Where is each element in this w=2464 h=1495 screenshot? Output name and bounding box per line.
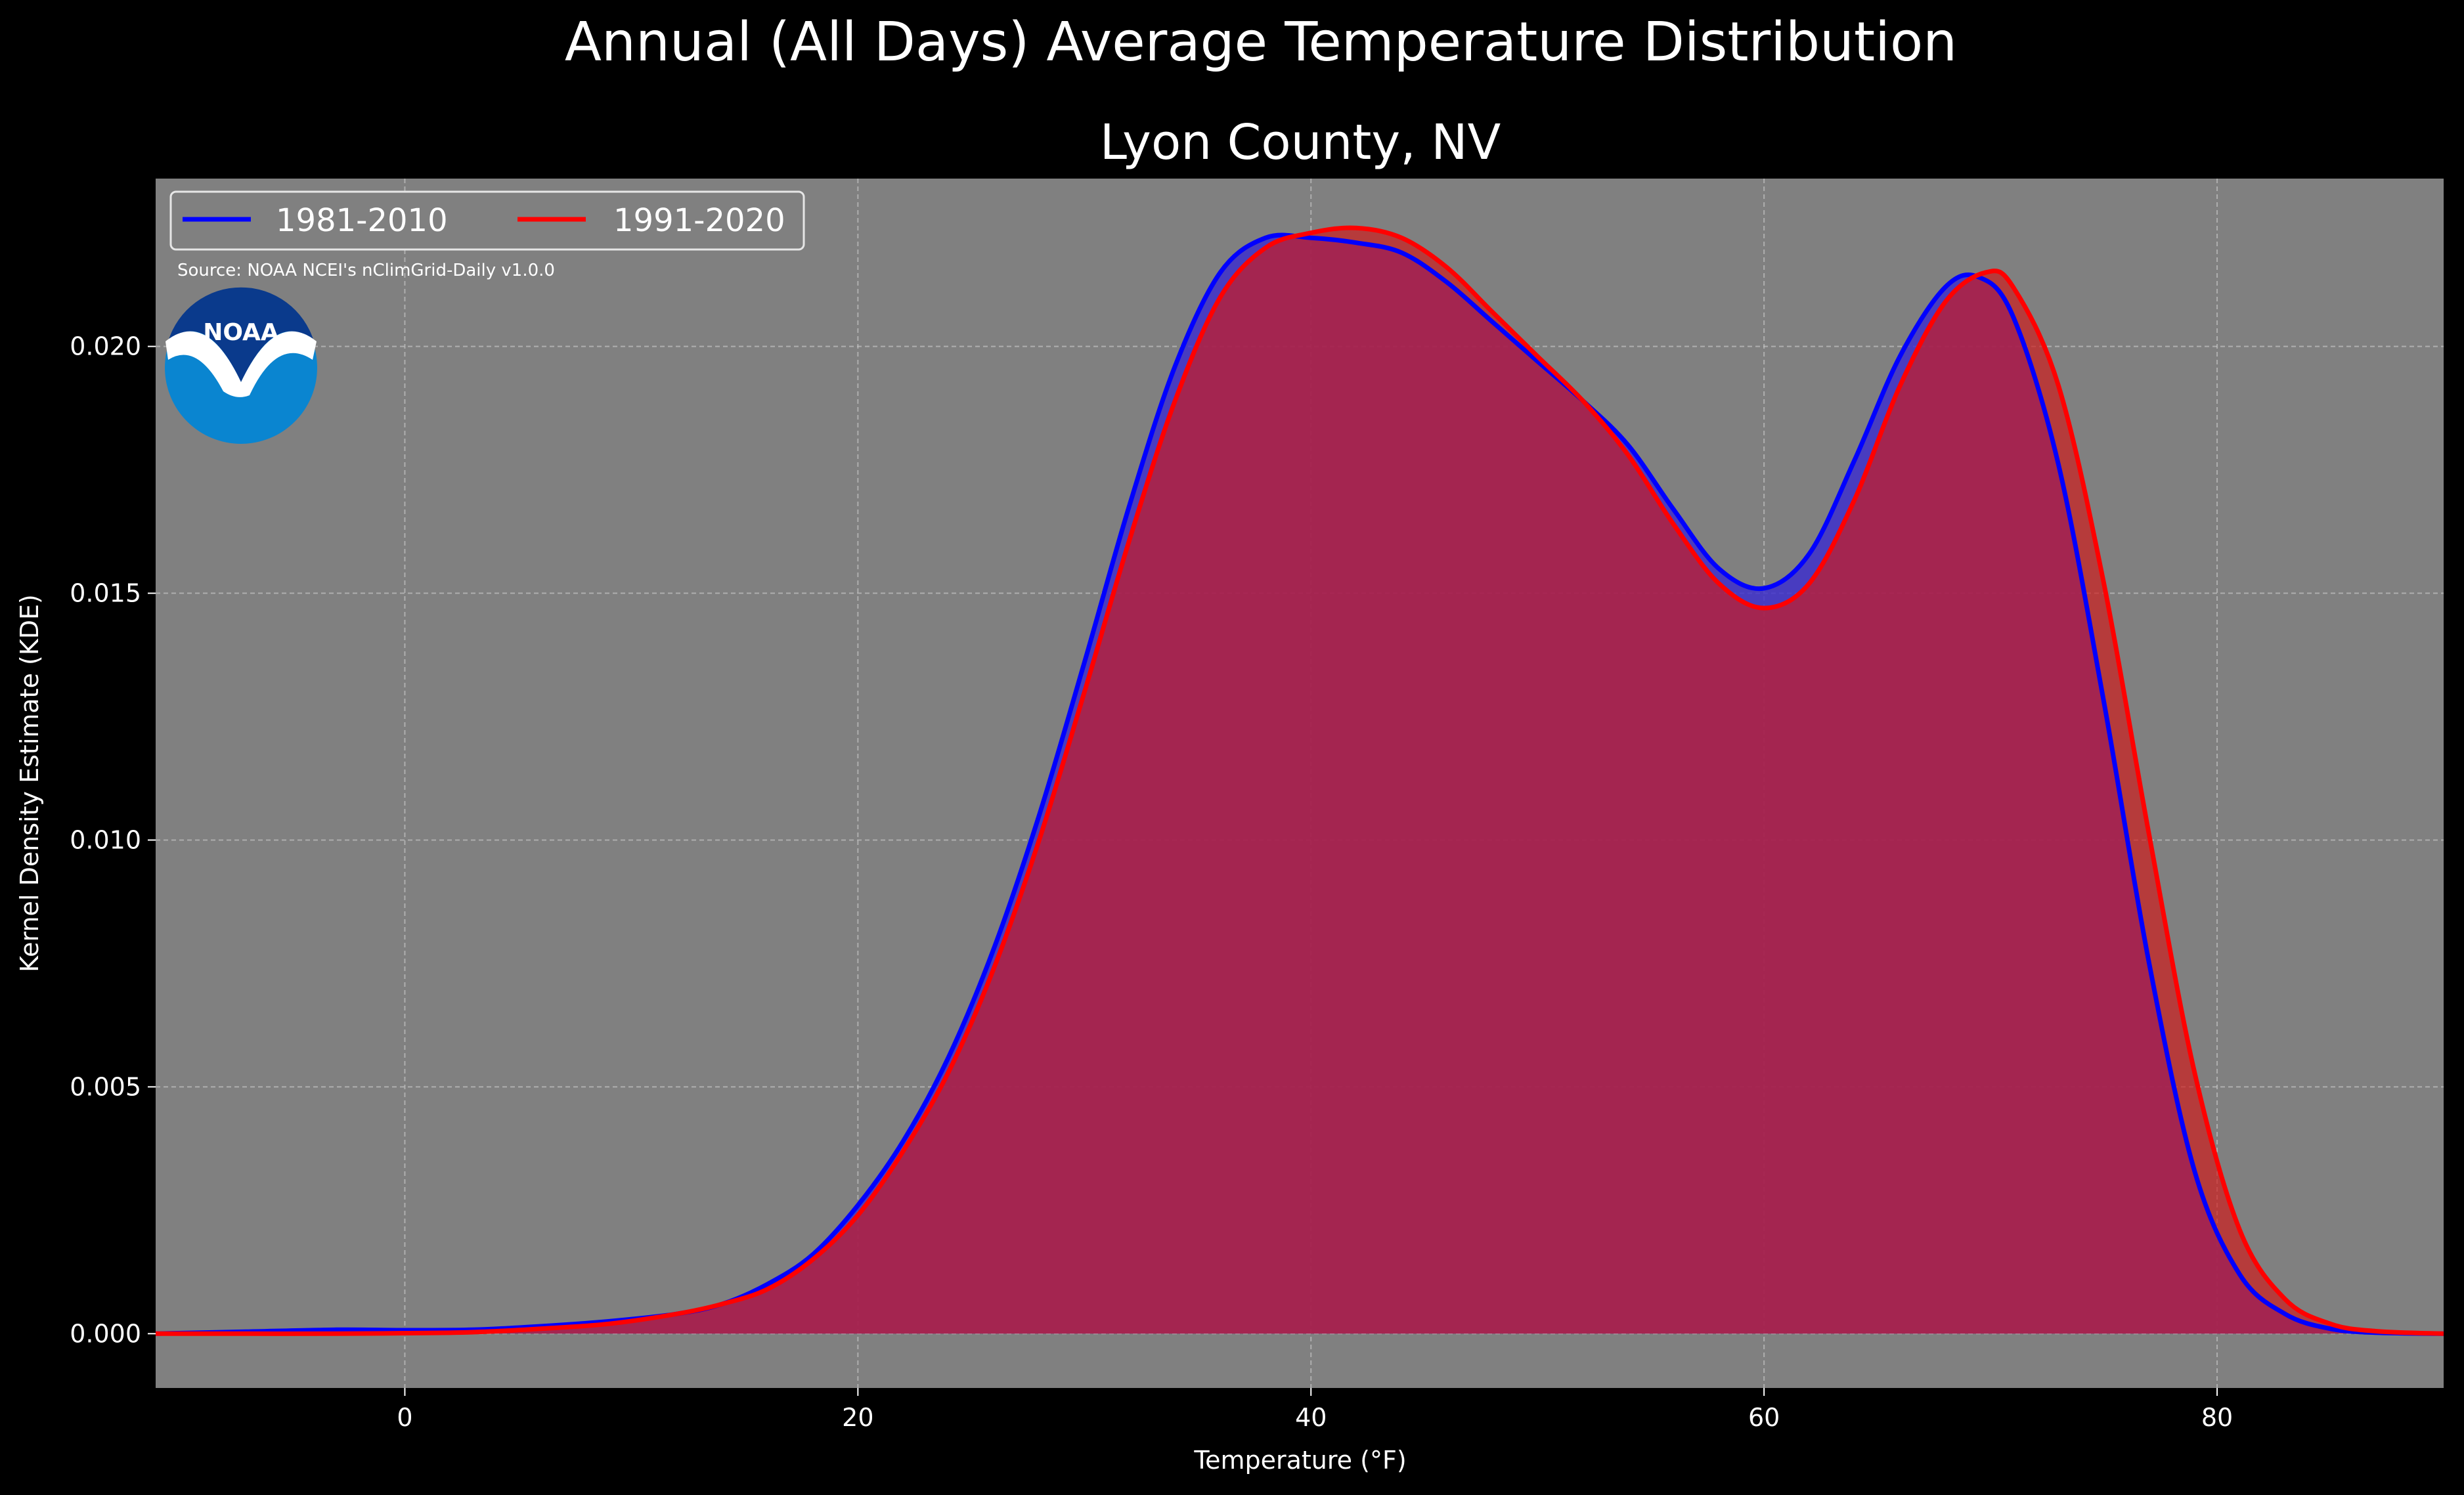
noaa-logo-wave [165,331,317,397]
legend-frame [169,190,805,251]
x-tick-label: 40 [1295,1403,1327,1432]
plot-area: 1981-2010 1991-2020 Source: NOAA NCEI's … [155,179,2444,1388]
y-tick-label: 0.020 [70,332,141,361]
noaa-logo: NOAA [165,287,317,444]
source-note: Source: NOAA NCEI's nClimGrid-Daily v1.0… [177,261,555,280]
noaa-logo-text: NOAA [203,319,279,346]
x-axis-label: Temperature (°F) [1193,1446,1406,1475]
x-tick-label: 60 [1748,1403,1780,1432]
series-fills [156,227,2444,1334]
y-tick-label: 0.015 [70,579,141,608]
legend-label-1981-2010: 1981-2010 [276,202,448,239]
chart-suptitle: Annual (All Days) Average Temperature Di… [565,11,1957,74]
area-1991-2020 [156,227,2444,1334]
noaa-logo-top [168,287,314,382]
y-axis-ticks: 0.000 0.005 0.010 0.015 0.020 [70,332,156,1348]
y-tick-label: 0.010 [70,825,141,854]
x-tick-label: 80 [2201,1403,2233,1432]
line-1991-2020 [155,225,2444,1336]
series-lines [155,225,2444,1336]
y-tick-label: 0.000 [70,1319,141,1348]
x-axis-ticks: 0 20 40 60 80 [397,1388,2233,1432]
chart-title: Lyon County, NV [1100,114,1501,171]
legend: 1981-2010 1991-2020 [169,190,805,251]
y-axis-label: Kernel Density Estimate (KDE) [15,594,44,972]
y-tick-label: 0.005 [70,1072,141,1101]
legend-label-1991-2020: 1991-2020 [613,202,785,239]
x-tick-label: 0 [397,1403,412,1432]
x-tick-label: 20 [842,1403,873,1432]
